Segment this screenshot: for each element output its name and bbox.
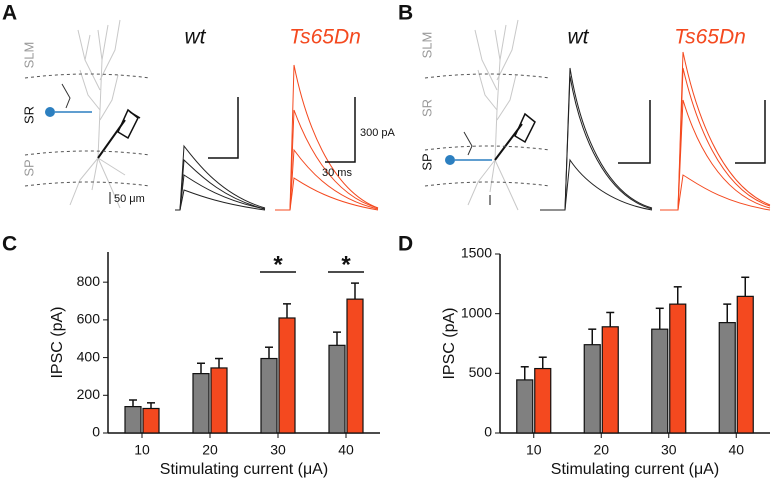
x-tick-label: 20	[593, 442, 609, 458]
panel-letter: B	[398, 2, 413, 25]
scale-bar	[618, 100, 651, 164]
bar	[142, 407, 160, 434]
x-axis-label: Stimulating current (μA)	[160, 461, 328, 478]
y-axis-label: IPSC (pA)	[441, 307, 458, 379]
panel-a: A SLM SR SP 50 μm wt Ts65Dn	[2, 2, 396, 211]
bar	[736, 295, 754, 434]
y-tick-label: 200	[77, 386, 101, 402]
layer-label: SP	[419, 153, 434, 170]
y-tick-label: 500	[469, 364, 493, 380]
bar	[534, 367, 552, 434]
traces-wt	[540, 67, 653, 211]
scale-bar	[208, 97, 239, 159]
significance-star: *	[341, 251, 351, 278]
x-tick-label: 30	[661, 442, 677, 458]
y-axis-label: IPSC (pA)	[49, 306, 66, 378]
layer-label: SLM	[21, 42, 36, 69]
bar	[124, 406, 142, 434]
bar	[601, 326, 619, 434]
bar	[583, 344, 601, 434]
bar	[192, 373, 210, 434]
layer-label: SR	[21, 106, 36, 124]
bar	[651, 328, 669, 434]
scale-label: 300 pA	[360, 127, 396, 139]
y-tick-label: 800	[77, 273, 101, 289]
trace-header: Ts65Dn	[674, 26, 746, 49]
bar	[346, 298, 364, 434]
bar	[278, 317, 296, 434]
neuron	[45, 19, 141, 209]
layer-label: SP	[21, 159, 36, 176]
traces-ts	[275, 64, 379, 211]
panel-letter: C	[2, 233, 17, 256]
scale-bar	[325, 97, 356, 163]
layer-label: SLM	[419, 32, 434, 59]
panel-letter: A	[2, 2, 17, 25]
bar	[718, 322, 736, 434]
x-tick-label: 30	[270, 442, 286, 458]
stim-electrode	[445, 155, 455, 165]
traces-wt	[175, 144, 266, 211]
x-tick-label: 20	[202, 442, 218, 458]
bar	[210, 367, 228, 434]
y-tick-label: 0	[92, 424, 100, 440]
y-tick-label: 600	[77, 311, 101, 327]
x-axis-label: Stimulating current (μA)	[551, 461, 719, 478]
bar	[260, 357, 278, 434]
scale-label: 30 ms	[322, 167, 352, 179]
scale-bar	[735, 100, 766, 164]
scale-label: 50 μm	[114, 193, 145, 205]
x-tick-label: 10	[526, 442, 542, 458]
x-tick-label: 40	[338, 442, 354, 458]
x-tick-label: 10	[134, 442, 150, 458]
trace-header: wt	[185, 26, 207, 49]
bar	[328, 344, 346, 434]
significance-star: *	[273, 251, 283, 278]
traces-ts	[660, 51, 771, 211]
trace-header: Ts65Dn	[289, 26, 361, 49]
bar	[669, 303, 687, 434]
y-tick-label: 0	[484, 424, 492, 440]
y-tick-label: 1500	[461, 245, 492, 261]
y-tick-label: 400	[77, 348, 101, 364]
x-tick-label: 40	[728, 442, 744, 458]
bar	[516, 379, 534, 434]
layer-label: SR	[419, 99, 434, 117]
panel-b: B SLM SR SP wt Ts65Dn	[398, 2, 771, 211]
panel-letter: D	[398, 233, 413, 256]
trace-header: wt	[568, 26, 590, 49]
y-tick-label: 1000	[461, 304, 492, 320]
stim-electrode	[45, 107, 55, 117]
